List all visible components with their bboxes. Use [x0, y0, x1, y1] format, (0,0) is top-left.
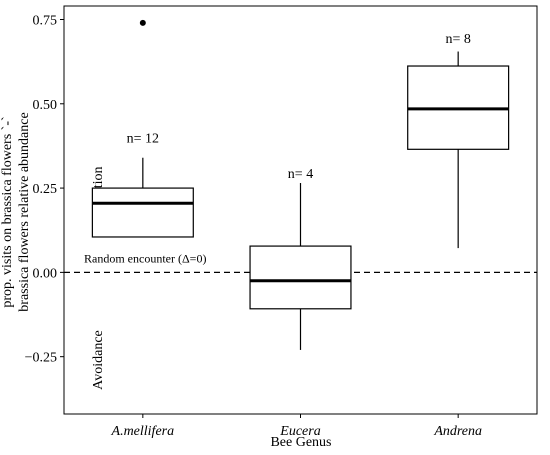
- box-iqr: [249, 245, 352, 310]
- reference-line-label: Random encounter (Δ=0): [84, 251, 206, 265]
- region-label: Avoidance: [91, 330, 106, 390]
- y-axis-label-line1: prop. visits on brassica flowers `-`: [0, 116, 15, 307]
- outlier-point: [139, 19, 146, 26]
- x-tick-label: A.mellifera: [111, 424, 175, 439]
- y-tick-label: 0.00: [33, 266, 58, 281]
- x-axis-label: Bee Genus: [270, 435, 331, 450]
- x-tick-label: Eucera: [279, 424, 320, 439]
- y-tick-label: 0.25: [33, 182, 58, 197]
- y-axis-label: prop. visits on brassica flowers `-` bra…: [0, 112, 32, 311]
- n-label: n= 8: [445, 32, 470, 47]
- n-label: n= 4: [288, 167, 313, 182]
- box-eucera: n= 4: [249, 167, 352, 350]
- n-label: n= 12: [127, 132, 159, 147]
- y-tick-label: −0.25: [25, 351, 57, 366]
- x-tick-label: Andrena: [433, 424, 482, 439]
- box-andrena: n= 8: [407, 32, 510, 249]
- y-tick-label: 0.50: [33, 98, 58, 113]
- y-axis-label-line2: brassica flowers relative abundance: [17, 112, 32, 311]
- y-tick-label: 0.75: [33, 13, 58, 28]
- box-iqr: [91, 187, 194, 238]
- box-amellifera: n= 12: [91, 19, 194, 238]
- plot-area: 0.75 0.50 0.25 0.00 −0.25 Random encounter (Δ…: [25, 5, 538, 439]
